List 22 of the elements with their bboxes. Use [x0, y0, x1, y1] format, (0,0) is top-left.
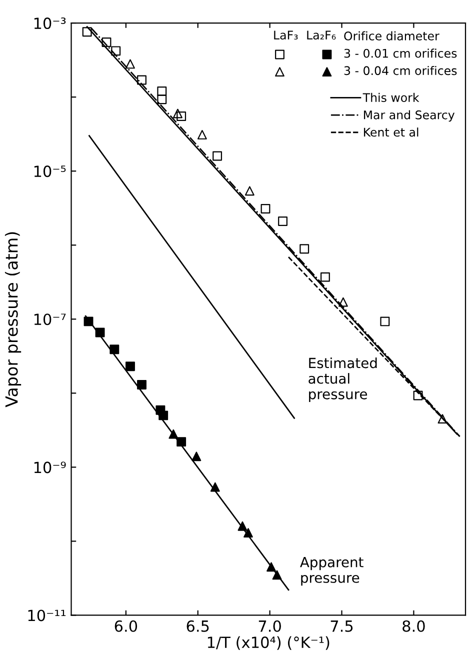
x-tick-label: 8.0 — [402, 620, 425, 632]
legend-label: This work — [362, 92, 420, 102]
legend-label: 3 - 0.04 cm orifices — [344, 66, 457, 76]
annotation: LaF₃ — [274, 30, 298, 40]
y-tick-label: 10⁻⁵ — [34, 166, 66, 178]
x-tick-label: 7.0 — [258, 620, 281, 632]
annotation: Apparent pressure — [300, 557, 364, 586]
annotation: Estimated actual pressure — [308, 357, 377, 402]
x-tick-label: 6.0 — [114, 620, 138, 632]
legend-label: Mar and Searcy — [364, 110, 455, 122]
x-axis-title: 1/T (x10⁴) (°K⁻¹) — [208, 636, 330, 650]
y-tick-label: 10⁻³ — [34, 17, 66, 30]
annotation: Orifice diameter — [344, 31, 440, 40]
legend-label: Kent et al — [364, 128, 418, 137]
x-tick-label: 6.5 — [186, 620, 209, 632]
annotation: La₂F₆ — [307, 30, 336, 40]
y-tick-label: 10⁻⁹ — [34, 462, 66, 474]
x-tick-label: 7.5 — [330, 620, 353, 632]
y-tick-label: 10⁻⁷ — [34, 314, 66, 326]
legend-label: 3 - 0.01 cm orifices — [344, 48, 457, 58]
y-axis-title: Vapor pressure (atm) — [4, 232, 22, 408]
y-tick-label: 10⁻¹¹ — [28, 610, 66, 622]
